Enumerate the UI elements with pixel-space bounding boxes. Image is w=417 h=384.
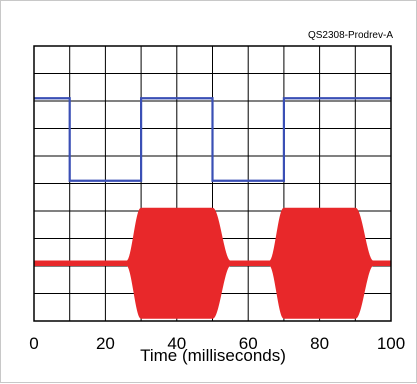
x-axis-title: Time (milliseconds) [140,346,286,365]
x-tick-label: 0 [29,334,38,353]
figure-code: QS2308-Prodrev-A [308,30,393,41]
x-tick-label: 60 [239,334,258,353]
x-tick-label: 100 [377,334,405,353]
x-tick-label: 20 [96,334,115,353]
plot-border-rect [33,45,392,322]
x-tick-label: 80 [310,334,329,353]
plot-border [33,45,392,322]
square-wave-line [34,97,391,182]
x-tick-label: 40 [167,334,186,353]
x-tick-labels: 0 20 40 60 80 100 [29,334,405,353]
